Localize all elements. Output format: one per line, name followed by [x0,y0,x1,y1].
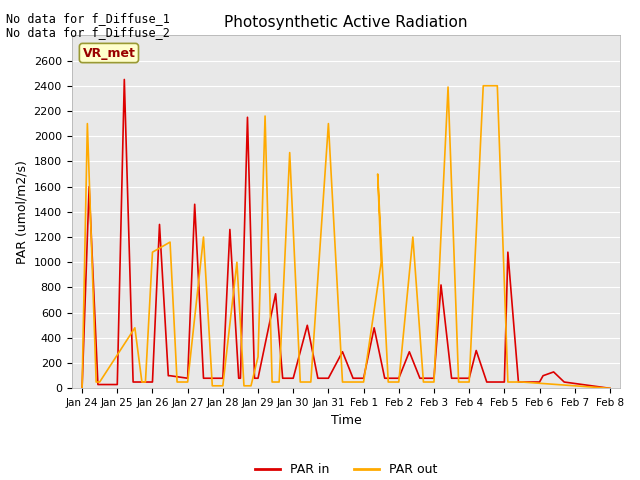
Legend: PAR in, PAR out: PAR in, PAR out [250,458,442,480]
Text: No data for f_Diffuse_1: No data for f_Diffuse_1 [6,12,170,25]
Text: No data for f_Diffuse_2: No data for f_Diffuse_2 [6,26,170,39]
Title: Photosynthetic Active Radiation: Photosynthetic Active Radiation [224,15,468,30]
Y-axis label: PAR (umol/m2/s): PAR (umol/m2/s) [15,160,28,264]
X-axis label: Time: Time [331,414,362,427]
Text: VR_met: VR_met [83,47,136,60]
